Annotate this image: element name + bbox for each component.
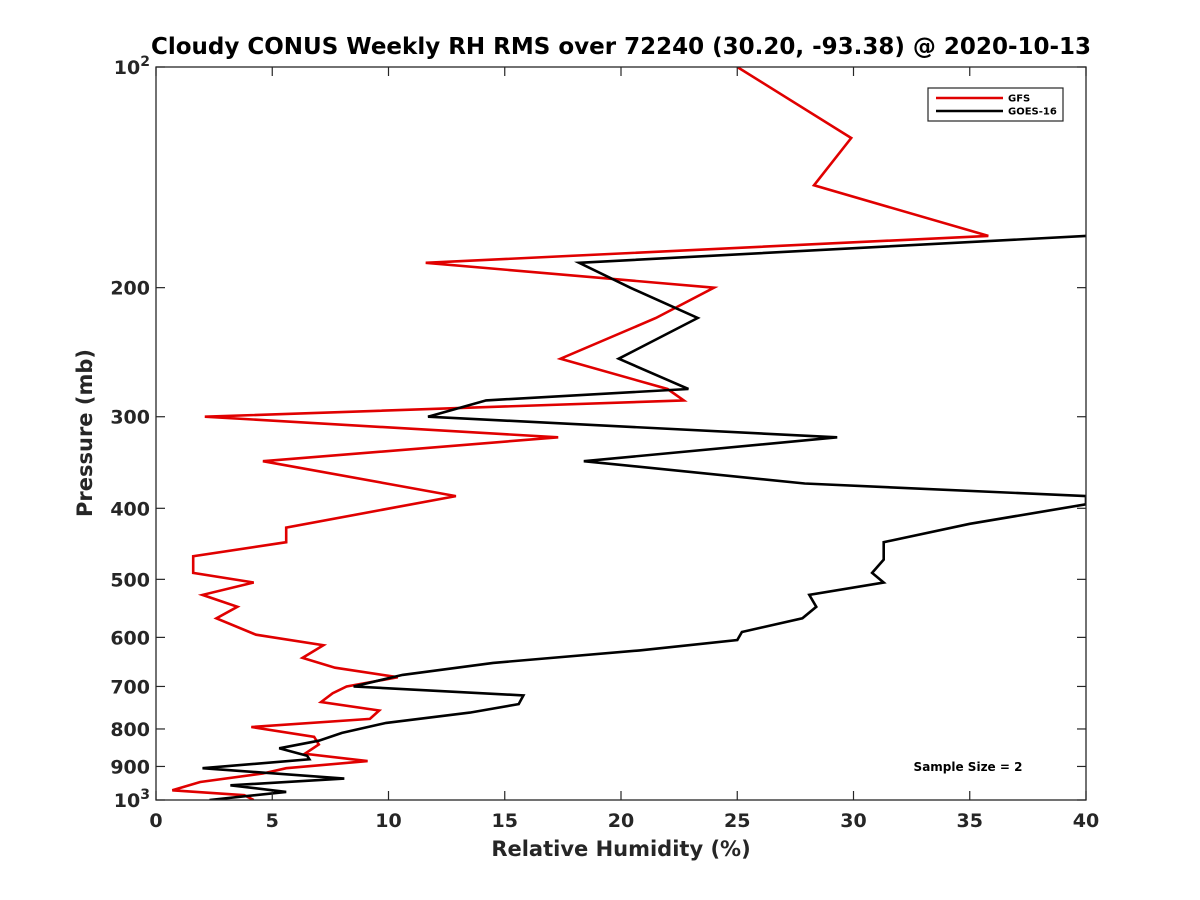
chart-title: Cloudy CONUS Weekly RH RMS over 72240 (3… xyxy=(151,34,1091,60)
y-tick-label: 500 xyxy=(110,569,150,591)
series-line-gfs xyxy=(171,67,989,800)
legend-label-goes16: GOES-16 xyxy=(1008,107,1057,118)
y-tick-label: 102 xyxy=(114,54,150,79)
x-tick-label: 5 xyxy=(266,810,279,832)
series-layer xyxy=(171,67,1086,800)
y-tick-label: 200 xyxy=(110,278,150,300)
y-tick-label: 700 xyxy=(110,676,150,698)
x-tick-label: 15 xyxy=(492,810,518,832)
y-tick-label: 300 xyxy=(110,407,150,429)
legend-box xyxy=(927,87,1064,122)
y-tick-label: 600 xyxy=(110,627,150,649)
plot-area: 0 5 10 15 20 25 30 35 40 102 200 300 400 500 600 700 80… xyxy=(110,54,1099,832)
x-tick-label: 35 xyxy=(957,810,983,832)
x-tick-label: 40 xyxy=(1073,810,1099,832)
series-line-goes16 xyxy=(202,234,1086,800)
y-tick-label: 800 xyxy=(110,719,150,741)
x-tick-label: 0 xyxy=(149,810,162,832)
legend-label-gfs: GFS xyxy=(1008,94,1030,105)
x-axis-ticks: 0 5 10 15 20 25 30 35 40 xyxy=(149,67,1099,832)
y-axis-title: Pressure (mb) xyxy=(73,349,97,517)
x-tick-label: 30 xyxy=(840,810,866,832)
legend: GFS GOES-16 xyxy=(927,87,1064,122)
x-tick-label: 20 xyxy=(608,810,634,832)
x-axis-title: Relative Humidity (%) xyxy=(491,837,750,861)
x-tick-label: 25 xyxy=(724,810,750,832)
y-tick-label: 400 xyxy=(110,498,150,520)
y-tick-label: 900 xyxy=(110,756,150,778)
x-tick-label: 10 xyxy=(375,810,401,832)
sample-size-annotation: Sample Size = 2 xyxy=(914,760,1023,774)
y-axis-ticks: 102 200 300 400 500 600 700 800 900 103 xyxy=(110,54,1086,812)
y-tick-label: 103 xyxy=(114,787,150,812)
